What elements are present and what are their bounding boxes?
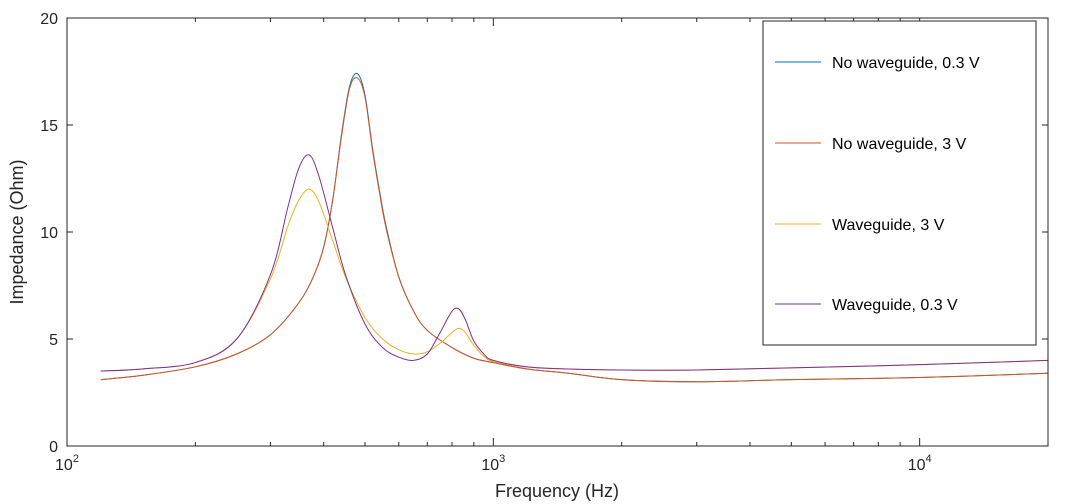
ticks-layer: 0 5 10 15 20 102 103 104 <box>40 11 1048 474</box>
y-tick-label: 5 <box>49 332 58 349</box>
legend-box <box>762 20 1037 346</box>
y-tick-label: 0 <box>49 439 58 456</box>
x-tick-label: 103 <box>481 453 505 474</box>
legend-label-1: No waveguide, 0.3 V <box>832 55 980 72</box>
legend-label-4: Waveguide, 0.3 V <box>832 297 958 314</box>
y-tick-label: 10 <box>40 225 58 242</box>
y-tick-label: 15 <box>40 118 58 135</box>
series-line-4 <box>100 154 1049 372</box>
x-tick-label: 102 <box>55 453 79 474</box>
series-line-2 <box>100 77 1049 383</box>
legend-label-3: Waveguide, 3 V <box>832 217 945 234</box>
series-layer <box>100 72 1049 383</box>
y-tick-label: 20 <box>40 11 58 28</box>
x-axis-title: Frequency (Hz) <box>495 481 619 501</box>
y-axis-title: Impedance (Ohm) <box>7 159 27 304</box>
legend: No waveguide, 0.3 V No waveguide, 3 V Wave… <box>762 20 1037 346</box>
x-tick-label: 104 <box>908 453 932 474</box>
legend-label-2: No waveguide, 3 V <box>832 136 967 153</box>
